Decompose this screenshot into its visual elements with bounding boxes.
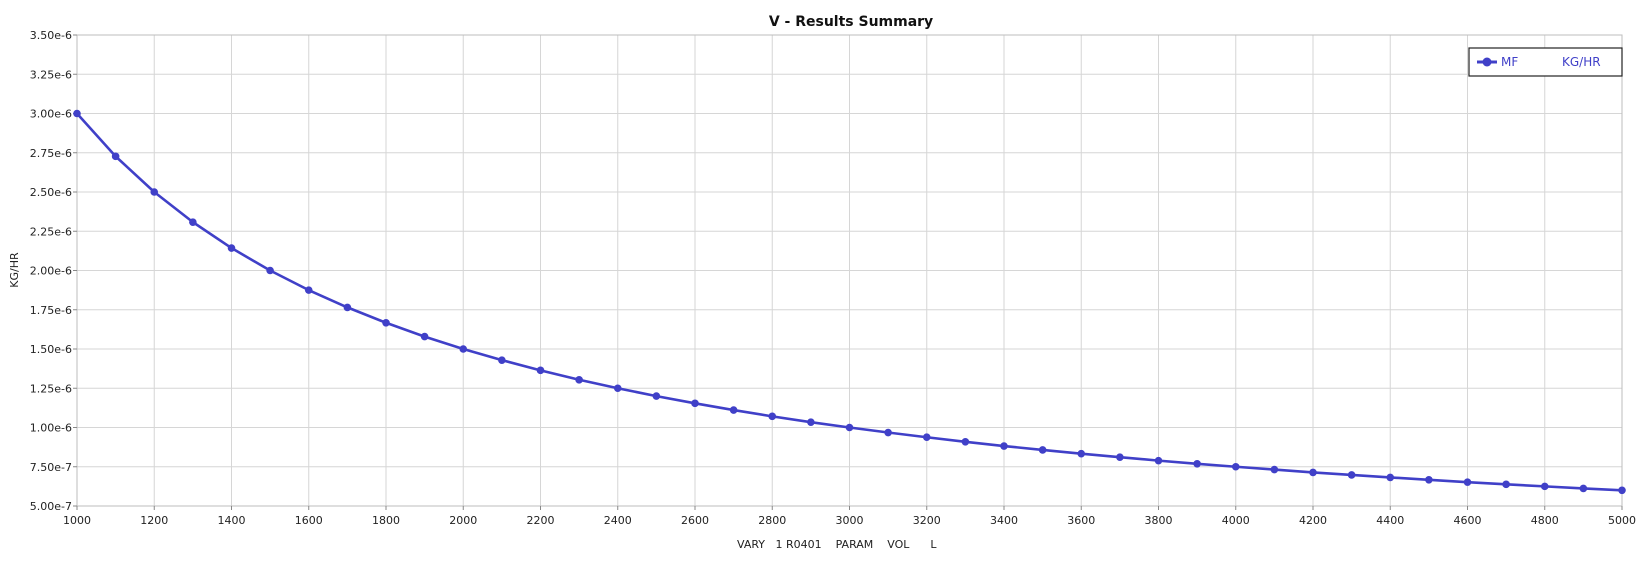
data-point: [1618, 486, 1626, 495]
data-point: [1540, 482, 1549, 491]
x-tick-label: 4800: [1531, 514, 1559, 527]
series-mf: [73, 109, 1626, 495]
x-tick-label: 3200: [913, 514, 941, 527]
data-point: [459, 345, 468, 353]
x-axis-ticks: 1000 1200 1400 1600 1800 2000 2200 2400 2600 2800…: [63, 506, 1636, 527]
data-point: [961, 437, 970, 446]
x-tick-label: 1400: [218, 514, 246, 527]
data-point: [1463, 478, 1472, 486]
y-tick-label: 3.25e-6: [30, 68, 72, 81]
data-point: [266, 266, 274, 275]
x-tick-label: 3400: [990, 514, 1018, 527]
data-point: [807, 418, 815, 426]
x-tick-label: 3000: [836, 514, 864, 527]
data-point: [189, 218, 197, 226]
data-point: [1116, 453, 1124, 461]
data-point: [729, 406, 738, 414]
x-axis-label: VARY 1 R0401 PARAM VOL L: [737, 538, 937, 551]
x-tick-label: 4600: [1454, 514, 1482, 527]
data-point: [111, 152, 120, 161]
data-point: [1154, 456, 1163, 465]
data-point: [845, 423, 854, 432]
y-axis-label: KG/HR: [8, 252, 21, 288]
data-point: [884, 428, 892, 437]
data-point: [1038, 446, 1047, 454]
x-tick-label: 3800: [1145, 514, 1173, 527]
x-tick-label: 1600: [295, 514, 323, 527]
data-point: [1231, 462, 1240, 471]
x-tick-label: 2000: [449, 514, 477, 527]
legend: MF KG/HR: [1468, 47, 1623, 77]
x-tick-label: 4000: [1222, 514, 1250, 527]
data-point: [652, 392, 661, 400]
data-point: [1309, 468, 1317, 477]
data-point: [382, 318, 390, 327]
y-tick-label: 1.50e-6: [30, 343, 72, 356]
data-point: [73, 109, 81, 118]
data-point: [498, 356, 506, 364]
x-tick-label: 4200: [1299, 514, 1327, 527]
y-tick-label: 7.50e-7: [30, 461, 72, 474]
x-tick-label: 1200: [140, 514, 168, 527]
y-tick-label: 3.00e-6: [30, 108, 72, 121]
legend-dot-marker: [1482, 57, 1492, 67]
data-point: [1193, 459, 1201, 468]
y-tick-label: 1.75e-6: [30, 304, 72, 317]
x-tick-label: 4400: [1376, 514, 1404, 527]
data-point: [691, 399, 699, 408]
grid-lines: [76, 34, 1623, 507]
x-tick-label: 2600: [681, 514, 709, 527]
chart-title: V - Results Summary: [769, 14, 933, 30]
data-point: [536, 366, 545, 375]
x-tick-label: 5000: [1608, 514, 1636, 527]
y-tick-label: 2.50e-6: [30, 186, 72, 199]
x-tick-label: 1000: [63, 514, 91, 527]
data-point: [1579, 484, 1588, 493]
data-point: [227, 244, 236, 252]
x-tick-label: 2400: [604, 514, 632, 527]
data-point: [1425, 475, 1433, 484]
y-tick-label: 1.25e-6: [30, 382, 72, 395]
data-point: [1270, 465, 1279, 474]
data-point: [343, 303, 352, 312]
y-tick-label: 1.00e-6: [30, 422, 72, 435]
y-tick-label: 3.50e-6: [30, 29, 72, 42]
data-point: [575, 375, 583, 384]
data-point: [150, 188, 159, 196]
data-point: [1502, 480, 1510, 489]
data-point: [1386, 473, 1395, 482]
y-axis-ticks: 5.00e-7 7.50e-7 1.00e-6 1.25e-6 1.50e-6 1.75e…: [30, 29, 77, 513]
data-point: [768, 412, 777, 421]
x-tick-label: 3600: [1067, 514, 1095, 527]
data-point: [304, 286, 313, 294]
y-tick-label: 5.00e-7: [30, 500, 72, 513]
legend-series-name: MF: [1501, 55, 1518, 69]
legend-series-unit: KG/HR: [1562, 55, 1601, 69]
data-point: [1077, 449, 1086, 458]
x-tick-label: 2200: [527, 514, 555, 527]
data-point: [1347, 471, 1356, 479]
data-point: [420, 332, 429, 341]
x-tick-label: 2800: [758, 514, 786, 527]
x-tick-label: 1800: [372, 514, 400, 527]
data-point: [922, 433, 931, 442]
y-tick-label: 2.75e-6: [30, 147, 72, 160]
y-tick-label: 2.25e-6: [30, 225, 72, 238]
data-point: [1000, 442, 1008, 450]
y-tick-label: 2.00e-6: [30, 265, 72, 278]
data-point: [613, 384, 622, 393]
